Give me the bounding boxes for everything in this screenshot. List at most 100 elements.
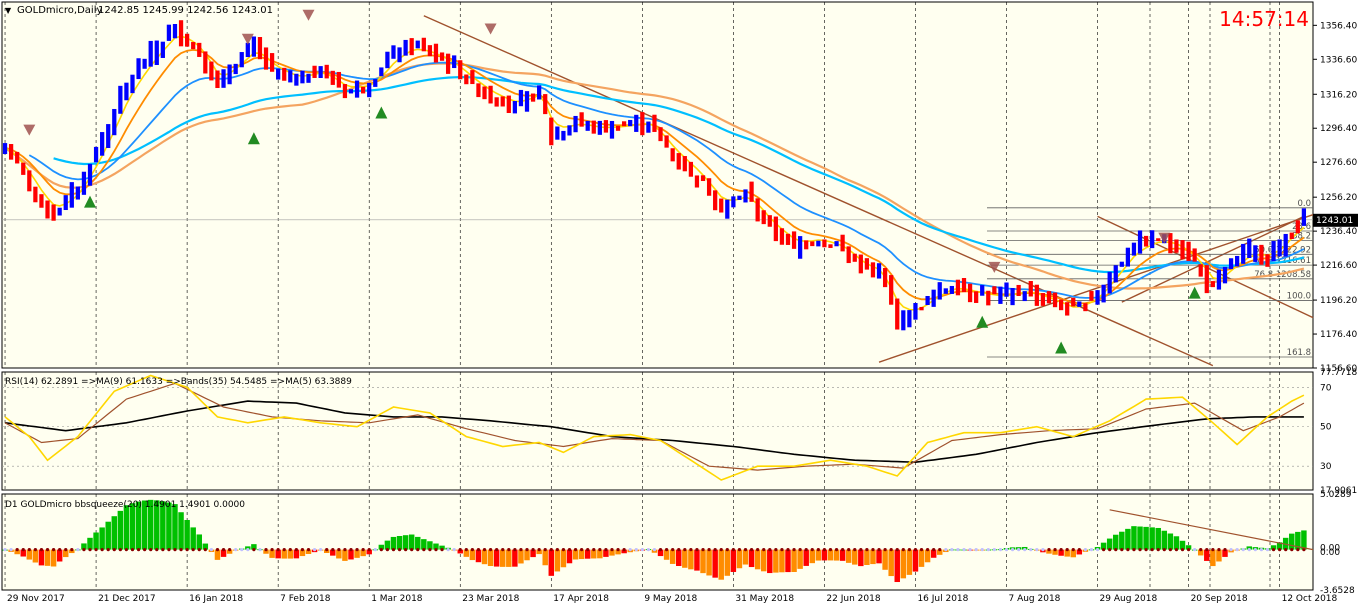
squeeze-bar bbox=[1113, 534, 1119, 550]
squeeze-dot bbox=[1150, 548, 1154, 552]
x-axis-label: 16 Jul 2018 bbox=[917, 594, 968, 604]
squeeze-bar bbox=[621, 549, 627, 554]
price-bar bbox=[573, 115, 578, 133]
squeeze-dot bbox=[379, 548, 383, 552]
price-bar bbox=[318, 66, 323, 78]
price-bar bbox=[233, 63, 238, 75]
squeeze-bar bbox=[615, 549, 621, 555]
squeeze-bar bbox=[1216, 549, 1222, 562]
price-bar bbox=[251, 36, 257, 57]
squeeze-dot bbox=[495, 548, 499, 552]
squeeze-bar bbox=[439, 545, 445, 550]
squeeze-dot bbox=[707, 548, 711, 552]
fib-level-label: 161.8 bbox=[1287, 348, 1311, 358]
squeeze-bar bbox=[475, 549, 482, 563]
squeeze-dot bbox=[743, 548, 748, 552]
price-bar bbox=[676, 153, 681, 170]
squeeze-dot bbox=[397, 548, 402, 552]
rsi-tick-label: 77.7718 bbox=[1320, 368, 1357, 378]
squeeze-dot bbox=[1017, 548, 1021, 552]
squeeze-dot bbox=[616, 548, 620, 552]
price-bar bbox=[63, 195, 68, 211]
squeeze-dot bbox=[1241, 548, 1245, 552]
price-bar bbox=[579, 112, 584, 127]
price-bar bbox=[621, 121, 627, 127]
squeeze-dot bbox=[1162, 548, 1166, 552]
squeeze-dot bbox=[586, 548, 590, 552]
squeeze-bar bbox=[56, 549, 63, 562]
squeeze-dot bbox=[440, 548, 444, 552]
squeeze-bar bbox=[1276, 542, 1283, 550]
squeeze-dot bbox=[1205, 548, 1209, 552]
price-bar bbox=[421, 37, 426, 52]
price-bar bbox=[15, 151, 20, 164]
squeeze-dot bbox=[986, 548, 990, 552]
price-bar bbox=[549, 117, 554, 146]
price-bar bbox=[197, 42, 202, 57]
squeeze-bar bbox=[378, 544, 385, 550]
squeeze-dot bbox=[482, 548, 487, 552]
squeeze-panel-title: D1 GOLDmicro bbsqueeze(20) 1.4901 1.4901… bbox=[5, 500, 245, 510]
squeeze-dot bbox=[294, 548, 298, 552]
price-bar bbox=[1113, 265, 1118, 283]
price-bar bbox=[1089, 291, 1094, 301]
price-bar bbox=[172, 24, 178, 39]
price-bar bbox=[518, 89, 524, 107]
price-bar bbox=[737, 195, 742, 200]
price-bar bbox=[215, 70, 220, 89]
squeeze-dot bbox=[252, 548, 256, 552]
squeeze-dot bbox=[1071, 548, 1075, 552]
squeeze-bar bbox=[718, 549, 724, 580]
squeeze-dot bbox=[555, 548, 559, 552]
squeeze-dot bbox=[1247, 548, 1251, 552]
price-bar bbox=[670, 148, 675, 162]
price-bar bbox=[1174, 239, 1179, 253]
squeeze-dot bbox=[938, 548, 942, 552]
squeeze-dot bbox=[337, 548, 341, 552]
squeeze-dot bbox=[919, 548, 924, 552]
squeeze-bar bbox=[1076, 549, 1083, 555]
squeeze-dot bbox=[725, 548, 729, 552]
squeeze-dot bbox=[774, 548, 778, 552]
squeeze-bar bbox=[578, 549, 585, 560]
squeeze-dot bbox=[1199, 548, 1203, 552]
price-bar bbox=[658, 127, 663, 142]
squeeze-dot bbox=[695, 548, 699, 552]
price-bar bbox=[269, 53, 275, 72]
squeeze-dot bbox=[513, 548, 517, 552]
sell-arrow-icon bbox=[484, 23, 497, 35]
squeeze-dot bbox=[1211, 548, 1215, 552]
squeeze-dot bbox=[762, 548, 766, 552]
squeeze-bar bbox=[724, 549, 731, 576]
squeeze-bar bbox=[384, 540, 391, 550]
squeeze-dot bbox=[27, 548, 31, 552]
price-bar bbox=[974, 291, 979, 303]
fib-level-label: 38.2 bbox=[1292, 231, 1311, 241]
price-bar bbox=[69, 182, 74, 208]
collapse-triangle-icon[interactable]: ▼ bbox=[5, 6, 12, 15]
squeeze-dot bbox=[1029, 548, 1033, 552]
price-bar bbox=[955, 279, 961, 296]
squeeze-dot bbox=[537, 548, 541, 552]
squeeze-dot bbox=[209, 548, 213, 552]
price-bar bbox=[743, 189, 748, 203]
x-axis-label: 23 Mar 2018 bbox=[462, 594, 519, 604]
price-bar bbox=[391, 45, 396, 59]
price-bar bbox=[81, 171, 87, 195]
squeeze-dot bbox=[112, 548, 116, 552]
squeeze-dot bbox=[901, 548, 905, 552]
squeeze-bar bbox=[390, 536, 397, 550]
squeeze-bar bbox=[1246, 546, 1253, 550]
squeeze-dot bbox=[1053, 548, 1057, 552]
squeeze-bar bbox=[669, 549, 676, 564]
squeeze-bar bbox=[32, 549, 39, 563]
squeeze-bar bbox=[767, 549, 773, 574]
price-bar bbox=[288, 70, 293, 83]
ohlc-values: 1242.85 1245.99 1242.56 1243.01 bbox=[98, 5, 273, 16]
squeeze-dot bbox=[974, 548, 978, 552]
price-bar bbox=[21, 162, 26, 175]
squeeze-bar bbox=[463, 549, 470, 557]
price-bar bbox=[470, 70, 475, 85]
price-bar bbox=[840, 234, 845, 252]
